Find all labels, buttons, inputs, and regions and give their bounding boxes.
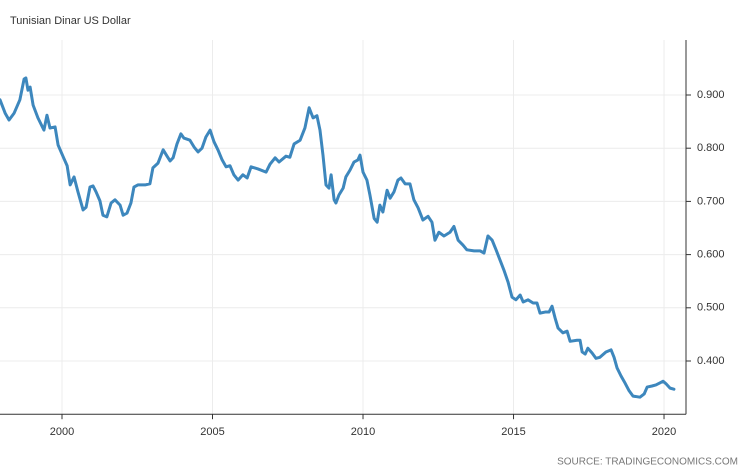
y-tick-label: 0.500: [697, 302, 725, 314]
y-tick-label: 0.900: [697, 89, 725, 101]
line: [0, 76, 676, 399]
x-tick-label: 2005: [200, 426, 224, 438]
y-tick-label: 0.700: [697, 195, 725, 207]
chart-title: Tunisian Dinar US Dollar: [10, 15, 131, 27]
x-tick-label: 2015: [501, 426, 525, 438]
y-tick-label: 0.800: [697, 142, 725, 154]
source: SOURCE: TRADINGECONOMICS.COM: [557, 457, 738, 468]
y-tick-label: 0.400: [697, 355, 725, 367]
x-tick-label: 2020: [652, 426, 676, 438]
x-tick-label: 2010: [351, 426, 375, 438]
y-tick-label: 0.600: [697, 249, 725, 261]
x-tick-label: 2000: [50, 426, 74, 438]
